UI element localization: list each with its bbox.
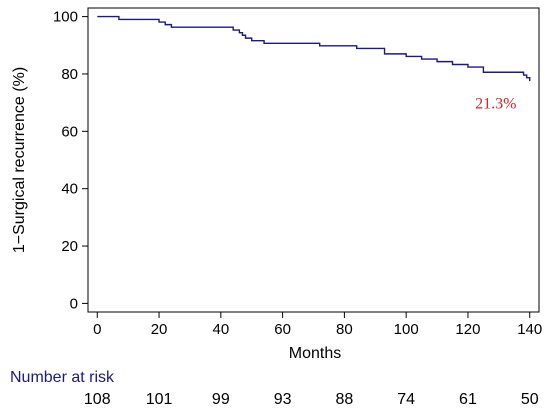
x-axis-ticks: 0 20 40 60 80 100 120 140: [93, 312, 542, 338]
survival-curves: [97, 15, 531, 82]
y-tick-label: 0: [70, 295, 78, 312]
number-at-risk-title: Number at risk: [10, 369, 115, 386]
number-at-risk-value: 50: [521, 391, 539, 408]
number-at-risk-value: 74: [397, 391, 415, 408]
number-at-risk-value: 88: [335, 391, 353, 408]
x-tick-label: 140: [517, 321, 542, 338]
x-axis-title: Months: [289, 345, 341, 362]
x-tick-label: 80: [336, 321, 353, 338]
y-tick-label: 80: [61, 66, 78, 83]
number-at-risk-value: 99: [212, 391, 230, 408]
number-at-risk-value: 61: [459, 391, 477, 408]
x-tick-label: 100: [394, 321, 419, 338]
survival-curve: [97, 15, 531, 82]
y-axis-title: 1−Surgical recurrence (%): [11, 67, 28, 253]
y-tick-label: 20: [61, 238, 78, 255]
x-tick-label: 40: [212, 321, 229, 338]
x-tick-label: 120: [455, 321, 480, 338]
number-at-risk-value: 108: [84, 391, 111, 408]
x-tick-label: 20: [151, 321, 168, 338]
axes: [87, 7, 540, 313]
y-tick-label: 100: [53, 9, 78, 26]
number-at-risk-value: 101: [146, 391, 173, 408]
y-tick-label: 40: [61, 181, 78, 198]
y-tick-label: 60: [61, 123, 78, 140]
number-at-risk-values: 108 101 99 93 88 74 61 50: [84, 391, 539, 408]
y-axis-ticks: 0 20 40 60 80 100: [53, 9, 88, 312]
annotations: 21.3%: [475, 95, 516, 112]
plot-frame: [87, 7, 540, 313]
number-at-risk-value: 93: [274, 391, 292, 408]
annotation-label: 21.3%: [475, 95, 516, 112]
x-tick-label: 60: [274, 321, 291, 338]
x-tick-label: 0: [93, 321, 101, 338]
